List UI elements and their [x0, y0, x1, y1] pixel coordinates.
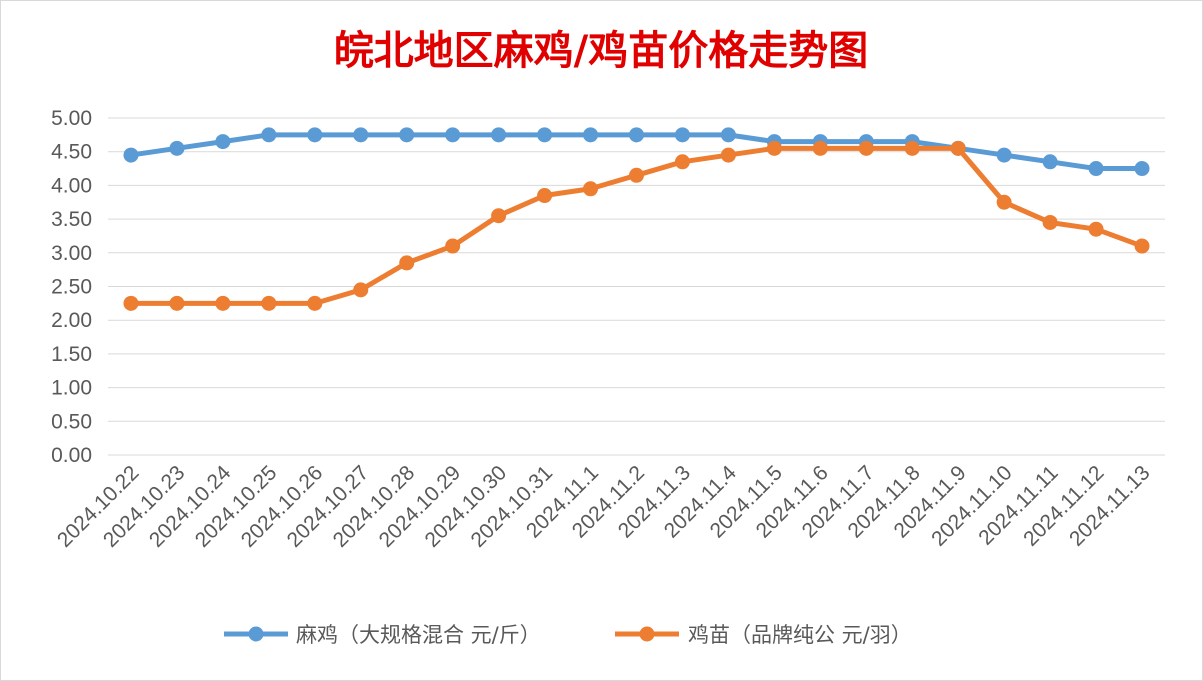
data-point [123, 147, 139, 163]
legend-swatch-marker [248, 626, 264, 642]
data-point [1134, 238, 1150, 254]
data-point [215, 295, 231, 311]
y-tick-label: 5.00 [51, 107, 92, 130]
y-tick-label: 4.00 [51, 174, 92, 197]
y-tick-label: 1.50 [51, 343, 92, 366]
data-point [1042, 154, 1058, 170]
y-tick-label: 2.00 [51, 309, 92, 332]
y-tick-label: 2.50 [51, 276, 92, 299]
data-point [996, 147, 1012, 163]
data-point [996, 194, 1012, 210]
data-point [215, 134, 231, 150]
data-point [353, 282, 369, 298]
chart-title: 皖北地区麻鸡/鸡苗价格走势图 [334, 28, 869, 74]
legend-label: 麻鸡（大规格混合 元/斤） [296, 623, 541, 647]
data-point [1088, 221, 1104, 237]
y-tick-label: 0.00 [51, 444, 92, 467]
data-point [169, 140, 185, 156]
data-point [674, 154, 690, 170]
data-point [537, 127, 553, 143]
data-point [399, 255, 415, 271]
data-point [1088, 161, 1104, 177]
data-point [583, 181, 599, 197]
data-point [307, 127, 323, 143]
data-point [1134, 161, 1150, 177]
data-point [491, 208, 507, 224]
data-point [950, 140, 966, 156]
data-point [445, 238, 461, 254]
data-point [491, 127, 507, 143]
data-point [307, 295, 323, 311]
y-tick-label: 3.50 [51, 208, 92, 231]
data-point [399, 127, 415, 143]
data-point [812, 140, 828, 156]
y-tick-label: 3.00 [51, 242, 92, 265]
data-point [583, 127, 599, 143]
data-point [629, 167, 644, 183]
y-tick-label: 4.50 [51, 141, 92, 164]
data-point [123, 295, 139, 311]
data-point [169, 295, 185, 311]
data-point [674, 127, 690, 143]
data-point [629, 127, 644, 143]
legend-label: 鸡苗（品牌纯公 元/羽） [688, 623, 912, 647]
data-point [858, 140, 874, 156]
data-point [445, 127, 461, 143]
y-tick-label: 1.00 [51, 377, 92, 400]
data-point [353, 127, 369, 143]
data-point [261, 295, 277, 311]
data-point [261, 127, 277, 143]
data-point [720, 147, 736, 163]
data-point [904, 140, 920, 156]
data-point [720, 127, 736, 143]
data-point [1042, 214, 1058, 230]
data-point [766, 140, 782, 156]
data-point [537, 188, 553, 204]
legend-swatch-marker [639, 626, 655, 642]
y-tick-label: 0.50 [51, 410, 92, 433]
